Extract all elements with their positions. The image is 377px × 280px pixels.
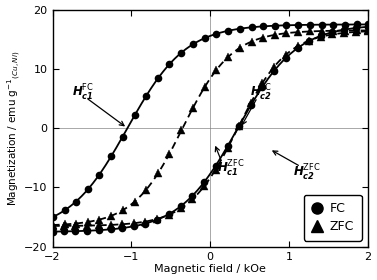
X-axis label: Magnetic field / kOe: Magnetic field / kOe <box>154 264 266 274</box>
Legend: FC, ZFC: FC, ZFC <box>303 195 362 241</box>
Text: $\bfit{H}_{c2}^{\rm FC}$: $\bfit{H}_{c2}^{\rm FC}$ <box>250 83 272 103</box>
Text: $\bfit{H}_{c1}^{\rm FC}$: $\bfit{H}_{c1}^{\rm FC}$ <box>72 83 94 103</box>
Text: $\bfit{H}_{c1}^{\rm ZFC}$: $\bfit{H}_{c1}^{\rm ZFC}$ <box>216 158 244 179</box>
Y-axis label: Magnetization / emu g$^{-1}$$_{(Cu, Ni)}$: Magnetization / emu g$^{-1}$$_{(Cu, Ni)}… <box>6 50 23 206</box>
Text: $\bfit{H}_{c2}^{\rm ZFC}$: $\bfit{H}_{c2}^{\rm ZFC}$ <box>293 163 321 183</box>
